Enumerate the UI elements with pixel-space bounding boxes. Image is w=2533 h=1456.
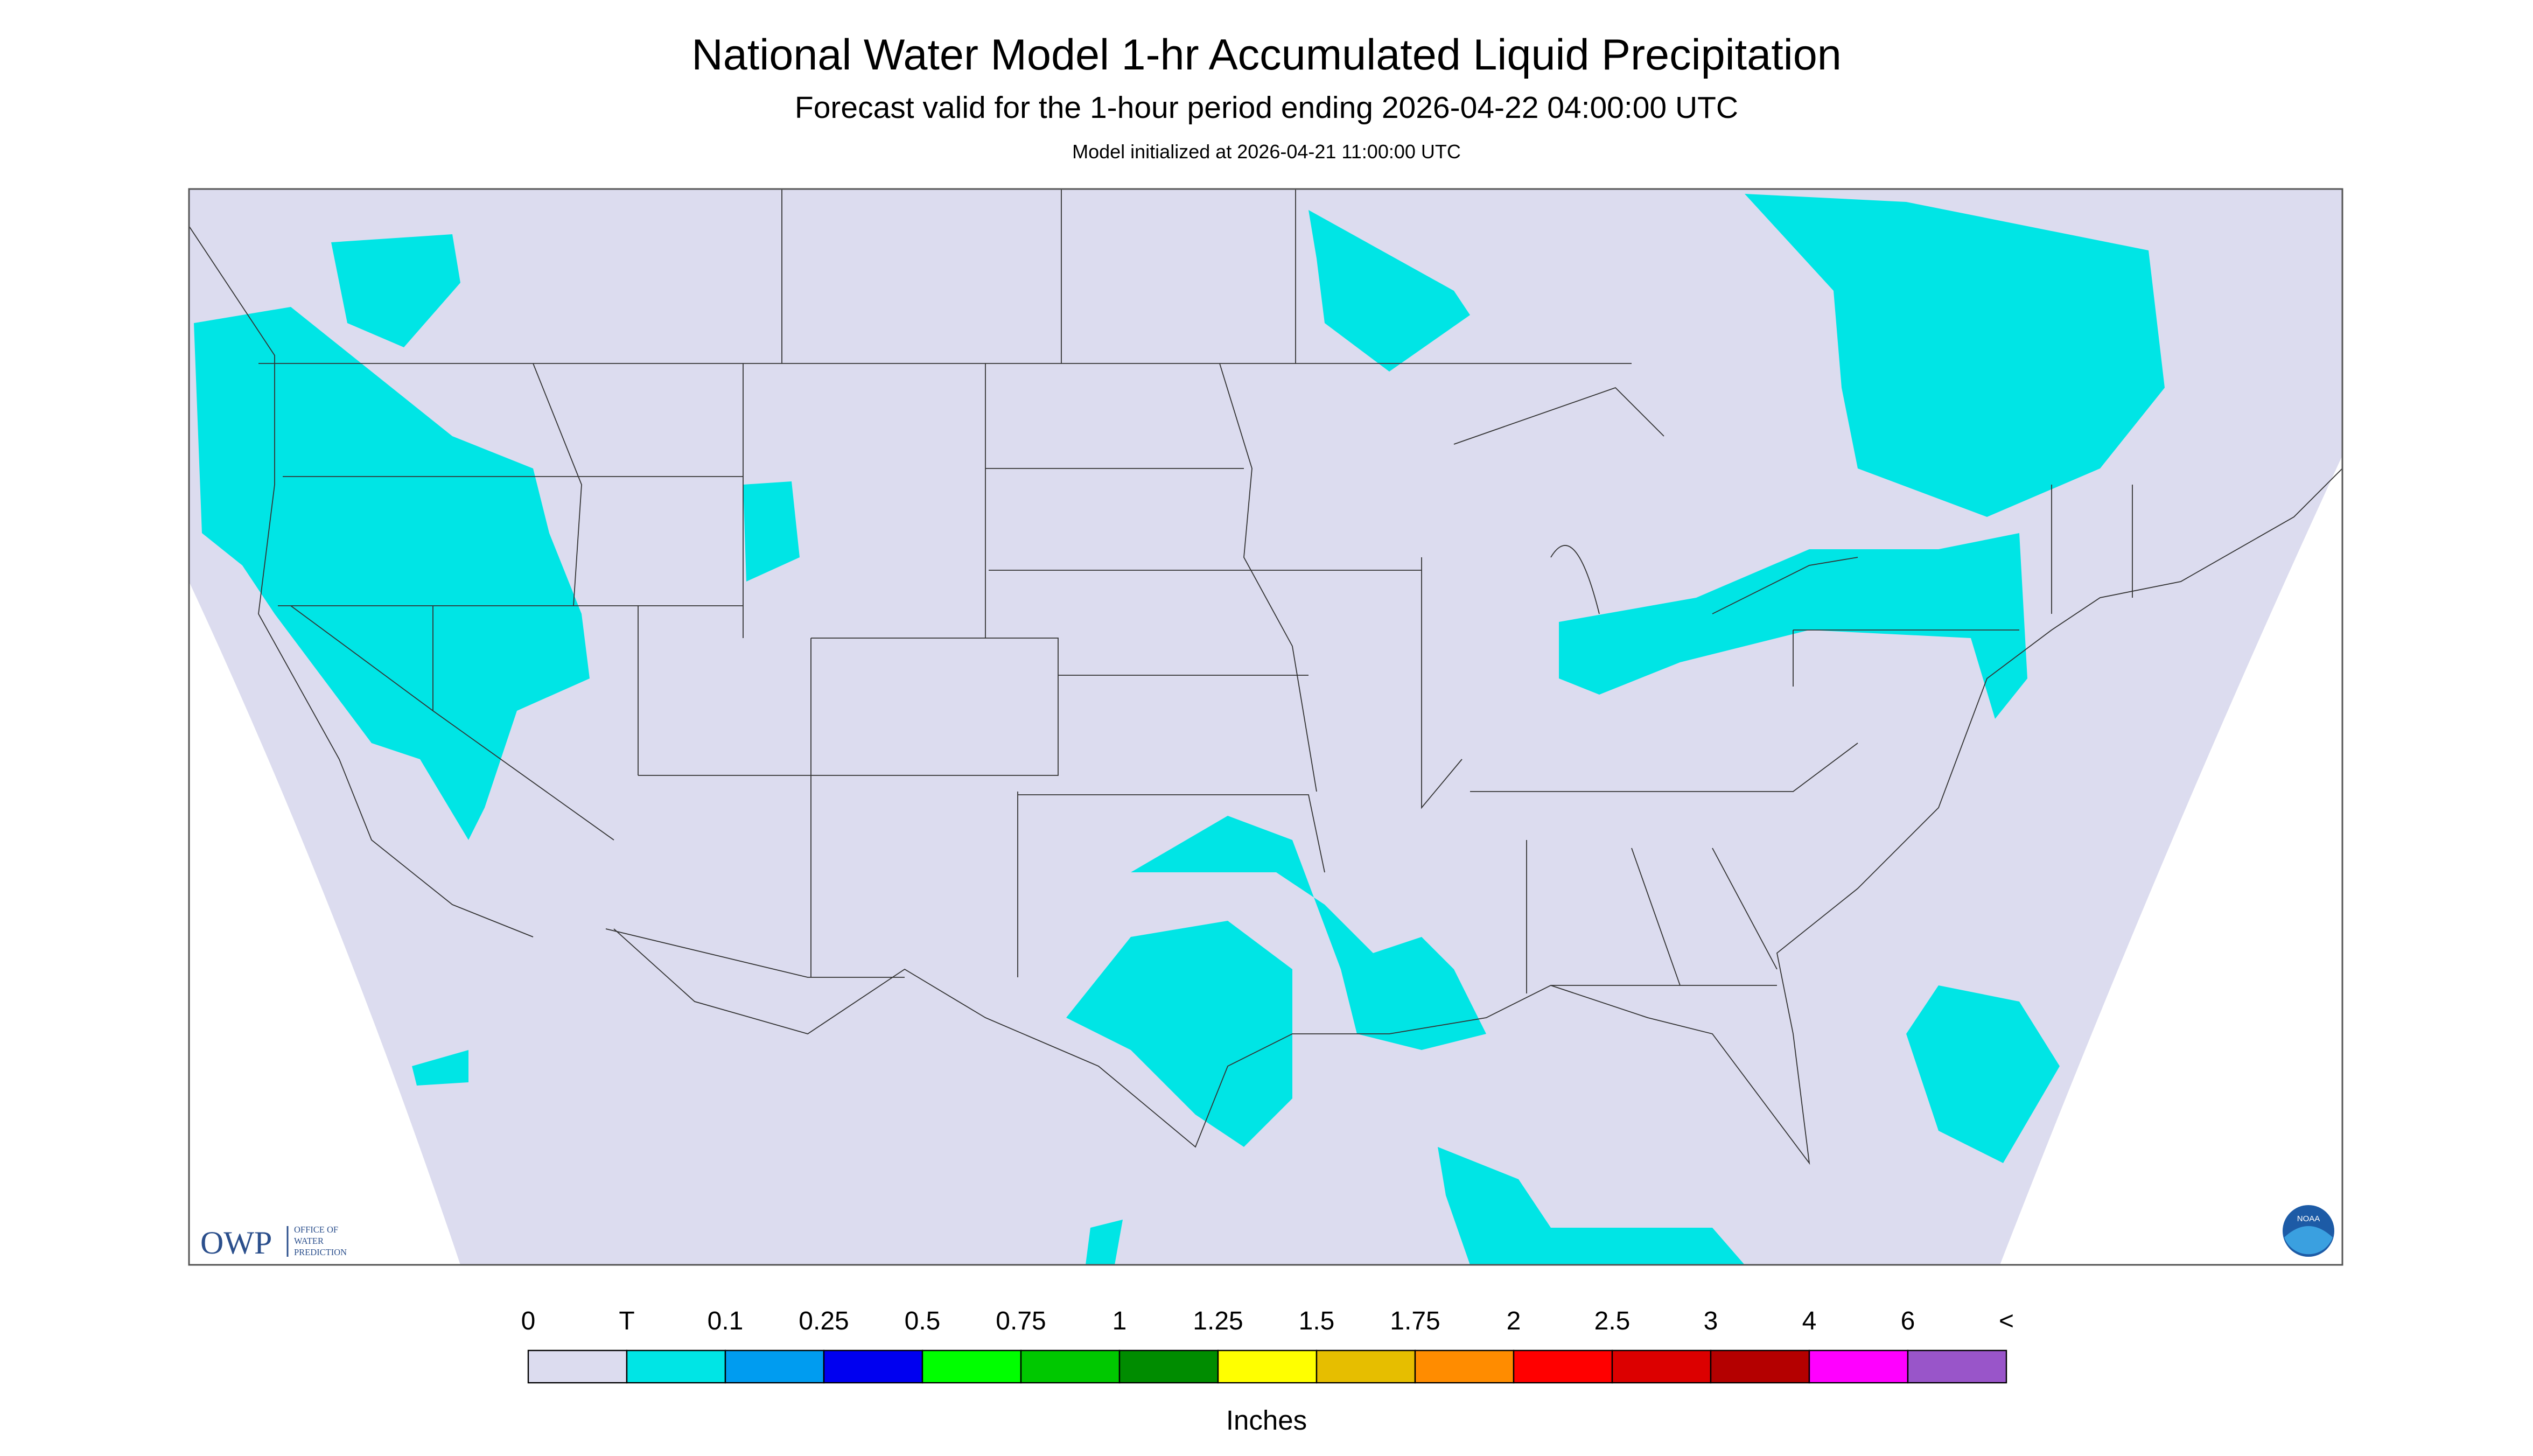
model-domain — [189, 189, 2342, 1265]
init-time: Model initialized at 2026-04-21 11:00:00… — [1072, 141, 1461, 163]
legend-label: 2.5 — [1594, 1307, 1631, 1335]
map-frame — [188, 188, 2343, 1266]
owp-name: WATER — [294, 1236, 324, 1246]
legend-swatch — [527, 1349, 628, 1384]
legend-label: 0.75 — [996, 1307, 1046, 1335]
legend-swatch — [1118, 1349, 1219, 1384]
owp-name: OFFICE OF — [294, 1224, 338, 1235]
legend-label: 0.5 — [905, 1307, 941, 1335]
precipitation — [194, 194, 2165, 1265]
title: National Water Model 1-hr Accumulated Li… — [691, 31, 1842, 79]
legend-swatch — [1611, 1349, 1712, 1384]
legend-swatch — [1217, 1349, 1318, 1384]
legend-label: 4 — [1802, 1307, 1817, 1335]
legend-unit: Inches — [1226, 1405, 1307, 1436]
legend-swatch — [1907, 1349, 2007, 1384]
legend-swatch — [1710, 1349, 1810, 1384]
noaa-logo-wave — [2284, 1226, 2333, 1255]
legend-swatch — [724, 1349, 825, 1384]
legend-label: 3 — [1704, 1307, 1718, 1335]
map: OWP OFFICE OF WATER PREDICTION NOAA — [188, 188, 2343, 1266]
legend-swatch — [1020, 1349, 1121, 1384]
legend-swatch — [1808, 1349, 1909, 1384]
legend-swatch — [1513, 1349, 1613, 1384]
legend-label: 6 — [1901, 1307, 1915, 1335]
legend: 0 T 0.1 0.25 0.5 0.75 1 1.25 1.5 1.75 2 2.5 3 4 6 < — [521, 1307, 2014, 1384]
owp-name: PREDICTION — [294, 1247, 347, 1257]
legend-swatch — [1316, 1349, 1416, 1384]
legend-label: 1.5 — [1299, 1307, 1335, 1335]
legend-swatch — [1414, 1349, 1515, 1384]
boundaries — [188, 189, 2343, 1165]
owp-logo: OWP — [200, 1225, 272, 1261]
noaa-label: NOAA — [2297, 1214, 2320, 1223]
legend-label: 0.1 — [708, 1307, 744, 1335]
legend-swatch — [626, 1349, 726, 1384]
legend-label: 0.25 — [799, 1307, 849, 1335]
legend-label: 1.25 — [1193, 1307, 1243, 1335]
legend-label: T — [619, 1307, 634, 1335]
legend-label: < — [1999, 1307, 2014, 1335]
legend-swatch — [921, 1349, 1022, 1384]
legend-label: 0 — [521, 1307, 536, 1335]
legend-swatch — [823, 1349, 923, 1384]
legend-label: 1.75 — [1390, 1307, 1440, 1335]
legend-label: 2 — [1507, 1307, 1521, 1335]
legend-label: 1 — [1112, 1307, 1127, 1335]
subtitle: Forecast valid for the 1-hour period end… — [795, 90, 1738, 125]
